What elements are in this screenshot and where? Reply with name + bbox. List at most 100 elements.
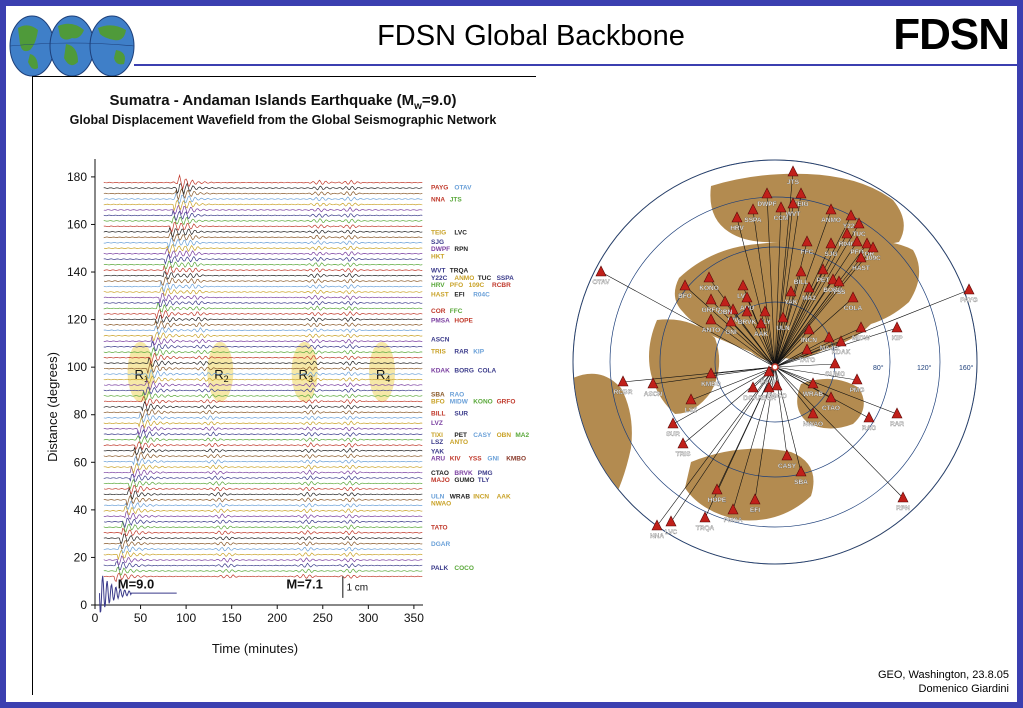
seismic-trace — [104, 380, 423, 391]
station-label: HOPE — [454, 318, 473, 325]
station-marker — [705, 313, 717, 325]
station-label: TIXI — [431, 432, 443, 439]
station-marker — [795, 265, 807, 277]
slide: FDSN Global Backbone FDSN Sumatra - Anda… — [6, 6, 1017, 702]
station-marker — [851, 235, 863, 247]
station-name: NWAO — [803, 421, 823, 428]
station-name: ANTO — [702, 327, 720, 334]
station-label: AAK — [497, 494, 511, 501]
station-marker — [851, 373, 863, 385]
station-name: AAK — [754, 331, 768, 338]
x-tick-label: 0 — [92, 611, 99, 625]
station-marker — [863, 411, 875, 423]
station-label: TRQA — [450, 268, 469, 275]
seismogram-plot-area: 0 20 40 60 80 100 120 140 160 180 0 50 100 150 200 250 3… — [67, 159, 530, 625]
station-label: PALK — [431, 565, 449, 572]
ray-path — [764, 311, 776, 368]
y-axis-label: Distance (degrees) — [45, 352, 60, 462]
ray-path — [774, 297, 854, 368]
station-name: BILL — [794, 279, 808, 286]
seismic-trace — [103, 335, 423, 346]
station-marker — [741, 305, 753, 317]
station-name: RAR — [890, 421, 904, 428]
seismic-trace — [103, 286, 423, 297]
seismic-trace — [103, 549, 423, 560]
ray-path — [622, 366, 776, 383]
ray-path — [774, 247, 874, 368]
station-name: LSZ — [685, 407, 697, 414]
station-name: TRIS — [676, 451, 691, 458]
station-label: PFO — [450, 282, 463, 289]
station-marker — [759, 305, 771, 317]
station-name: HOPE — [708, 497, 727, 504]
station-label: COR — [431, 308, 446, 315]
station-label: SUR — [454, 410, 468, 417]
wave-train-band — [207, 341, 234, 402]
station-marker — [891, 321, 903, 333]
station-marker — [825, 203, 837, 215]
seismic-trace — [103, 325, 423, 336]
station-label: TEIG — [431, 230, 446, 237]
seismic-trace — [103, 465, 423, 478]
seismic-trace — [103, 308, 423, 320]
wave-train-band — [127, 341, 154, 402]
globe-middle — [49, 15, 95, 77]
station-marker — [725, 315, 737, 327]
station-name: PFO — [850, 249, 863, 256]
station-name: RCBR — [614, 389, 633, 396]
seismic-trace — [103, 340, 423, 352]
seismic-trace — [103, 561, 423, 571]
ray-path — [682, 366, 776, 445]
ray-path — [774, 193, 802, 368]
station-marker — [807, 407, 819, 419]
station-marker — [781, 449, 793, 461]
station-label: RAO — [450, 391, 464, 398]
seismic-trace — [103, 280, 423, 293]
seismic-trace — [103, 505, 423, 516]
seismic-trace — [103, 188, 423, 201]
magnitude-main-label: M=9.0 — [118, 576, 154, 591]
ray-path — [774, 291, 792, 368]
station-label: DWPF — [431, 246, 450, 253]
station-marker — [825, 237, 837, 249]
station-label: TATO — [431, 525, 448, 532]
station-label: CASY — [473, 432, 492, 439]
y-tick-label: 40 — [74, 503, 88, 517]
seismic-trace — [103, 260, 423, 269]
seismic-trace — [103, 236, 423, 250]
station-label: YSS — [469, 456, 483, 463]
ray-path — [746, 311, 776, 368]
ray-path — [774, 269, 824, 368]
seismic-trace — [103, 540, 423, 549]
ray-path — [684, 285, 776, 368]
seismic-trace — [103, 566, 423, 576]
seismic-trace — [103, 533, 423, 544]
ray-path — [774, 329, 810, 368]
station-marker — [617, 375, 629, 387]
station-label: TLY — [478, 477, 490, 484]
station-label: PMG — [478, 470, 493, 477]
station-label: BILL — [431, 410, 445, 417]
seismic-trace — [103, 424, 423, 436]
station-label: CTAO — [431, 470, 449, 477]
station-marker — [647, 377, 659, 389]
station-name: RPN — [896, 505, 910, 512]
station-label: BFO — [431, 398, 445, 405]
station-label: COLA — [478, 368, 497, 375]
seismic-trace — [103, 374, 423, 385]
y-tick-label: 160 — [67, 217, 87, 231]
station-name: MIDW — [852, 335, 871, 342]
station-name: CTAO — [822, 405, 840, 412]
map-ray-paths — [600, 171, 970, 527]
station-name: DWPF — [757, 201, 776, 208]
station-label: OBN — [497, 432, 512, 439]
ray-path — [774, 366, 814, 385]
station-marker — [703, 271, 715, 283]
globe-logo — [9, 15, 135, 77]
seismic-trace — [103, 331, 423, 342]
station-name: RAO — [862, 425, 876, 432]
station-name: KDAK — [832, 349, 851, 356]
seismic-trace — [103, 271, 423, 280]
station-name: YSS — [832, 289, 846, 296]
